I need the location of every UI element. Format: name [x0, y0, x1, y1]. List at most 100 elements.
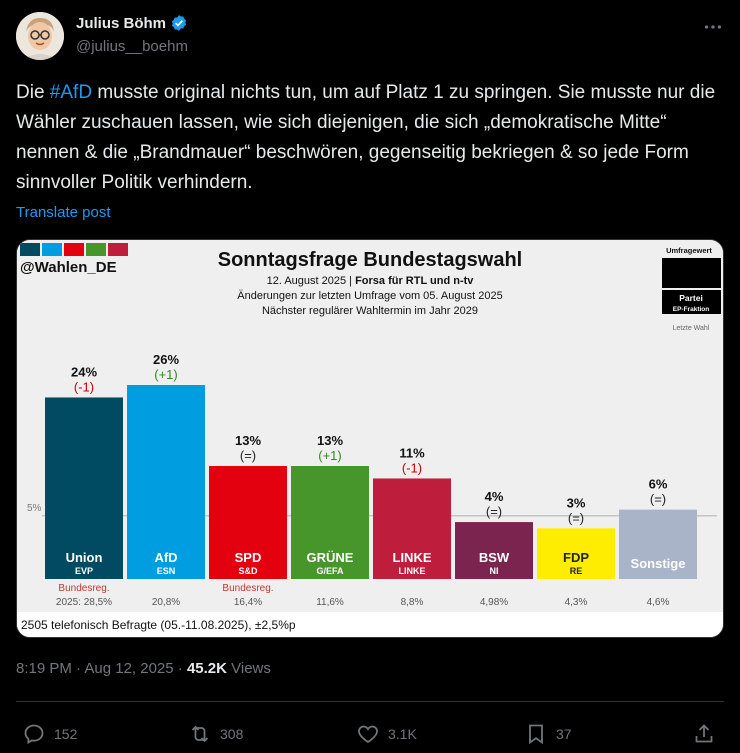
- subtitle-change: Änderungen zur letzten Umfrage vom 05. A…: [237, 290, 502, 302]
- legend-value-box: [662, 258, 721, 288]
- bar-3: [291, 466, 369, 547]
- party-box-4: [373, 547, 451, 579]
- bar-4: [373, 478, 451, 547]
- action-bar: 152 308 3.1K 37: [16, 722, 724, 752]
- bar-5: [455, 522, 533, 547]
- legend-value-label: Umfragewert: [666, 246, 712, 255]
- chart-svg: @Wahlen_DE Sonntagsfrage Bundestagswahl …: [17, 240, 723, 637]
- party-label: Sonstige: [631, 556, 686, 571]
- change-label: (=): [568, 510, 584, 525]
- value-label: 11%: [399, 445, 425, 460]
- tweet-header: Julius Böhm @julius__boehm: [16, 10, 724, 62]
- author-handle[interactable]: @julius__boehm: [76, 38, 188, 55]
- logo-block: [86, 243, 106, 256]
- tweet-text-pre: Die: [16, 82, 50, 103]
- bookmark-button[interactable]: 37: [524, 722, 572, 746]
- chart-title: Sonntagsfrage Bundestagswahl: [218, 249, 523, 271]
- legend-last-label: Letzte Wahl: [673, 325, 710, 332]
- hashtag-link[interactable]: #AfD: [49, 82, 93, 103]
- government-label: Bundesreg.: [222, 583, 273, 594]
- repost-icon: [191, 725, 209, 743]
- reply-icon: [24, 724, 44, 745]
- value-label: 6%: [649, 477, 668, 492]
- footer-bar: [17, 612, 723, 637]
- logo-block: [20, 243, 40, 256]
- party-label: AfD: [154, 550, 177, 565]
- author-name[interactable]: Julius Böhm: [76, 14, 167, 32]
- party-label: SPD: [235, 550, 262, 565]
- subtitle-date: 12. August 2025 |: [267, 275, 355, 287]
- chart-footer: 2505 telefonisch Befragte (05.-11.08.202…: [21, 618, 296, 632]
- change-label: (=): [650, 492, 666, 507]
- value-label: 3%: [567, 495, 586, 510]
- value-label: 24%: [71, 364, 97, 379]
- value-label: 13%: [317, 433, 343, 448]
- party-box-3: [291, 547, 369, 579]
- party-label: BSW: [479, 550, 510, 565]
- value-label: 13%: [235, 433, 261, 448]
- views-label: Views: [226, 660, 271, 677]
- reply-button[interactable]: 152: [22, 722, 77, 746]
- change-label: (=): [486, 504, 502, 519]
- bar-6: [537, 528, 615, 547]
- change-label: (+1): [154, 367, 177, 382]
- bookmark-count: 37: [556, 726, 572, 742]
- last-election-label: 8,8%: [401, 597, 424, 608]
- party-label: Union: [66, 550, 103, 565]
- translate-post-link[interactable]: Translate post: [16, 204, 111, 221]
- heart-icon: [358, 725, 378, 744]
- change-label: (-1): [74, 379, 94, 394]
- party-label: GRÜNE: [307, 550, 354, 565]
- party-box-5: [455, 547, 533, 579]
- subtitle-institute: Forsa für RTL und n-tv: [355, 275, 474, 287]
- repost-button[interactable]: 308: [188, 722, 243, 746]
- ep-group-label: LINKE: [399, 566, 426, 576]
- legend-party-box: [662, 290, 721, 314]
- party-label: FDP: [563, 550, 589, 565]
- bar-7: [619, 509, 697, 547]
- last-election-label: 2025: 28,5%: [56, 597, 112, 608]
- reply-count: 152: [54, 726, 78, 742]
- last-election-label: 11,6%: [316, 597, 344, 608]
- subtitle-next: Nächster regulärer Wahltermin im Jahr 20…: [262, 305, 478, 317]
- tweet-text-post: musste original nichts tun, um auf Platz…: [16, 82, 716, 193]
- legend-ep-label: EP-Fraktion: [673, 306, 710, 313]
- bar-2: [209, 466, 287, 547]
- ep-group-label: G/EFA: [316, 566, 344, 576]
- views-count: 45.2K: [186, 660, 227, 677]
- poll-chart-image[interactable]: @Wahlen_DE Sonntagsfrage Bundestagswahl …: [16, 239, 724, 638]
- party-box-2: [209, 547, 287, 579]
- threshold-label: 5%: [27, 503, 42, 514]
- like-button[interactable]: 3.1K: [356, 722, 417, 746]
- party-box-7: [619, 547, 697, 579]
- repost-count: 308: [220, 726, 244, 742]
- chart-subtitle: 12. August 2025 | Forsa für RTL und n-tv: [267, 275, 475, 287]
- tweet-meta: 8:19 PM · Aug 12, 2025 · 45.2K Views: [16, 660, 271, 677]
- last-election-label: 20,8%: [152, 597, 180, 608]
- share-button[interactable]: [692, 722, 716, 746]
- government-label: Bundesreg.: [58, 583, 109, 594]
- bar-0: [45, 397, 123, 547]
- ep-group-label: NI: [490, 566, 499, 576]
- last-election-label: 16,4%: [234, 597, 262, 608]
- last-election-label: 4,98%: [480, 597, 508, 608]
- party-box-6: [537, 547, 615, 579]
- change-label: (=): [240, 448, 256, 463]
- bookmark-icon: [529, 724, 543, 745]
- ep-group-label: EVP: [75, 566, 93, 576]
- last-election-label: 4,3%: [565, 597, 588, 608]
- tweet-time[interactable]: 8:19 PM · Aug 12, 2025 ·: [16, 660, 187, 677]
- ep-group-label: ESN: [157, 566, 176, 576]
- logo-block: [108, 243, 128, 256]
- change-label: (+1): [318, 448, 341, 463]
- logo-block: [64, 243, 84, 256]
- more-options-icon[interactable]: [702, 16, 724, 38]
- ep-group-label: RE: [570, 566, 583, 576]
- party-box-1: [127, 547, 205, 579]
- share-icon: [695, 724, 713, 743]
- value-label: 26%: [153, 352, 179, 367]
- source-tag: @Wahlen_DE: [20, 259, 117, 276]
- avatar[interactable]: [16, 12, 64, 60]
- ep-group-label: S&D: [238, 566, 258, 576]
